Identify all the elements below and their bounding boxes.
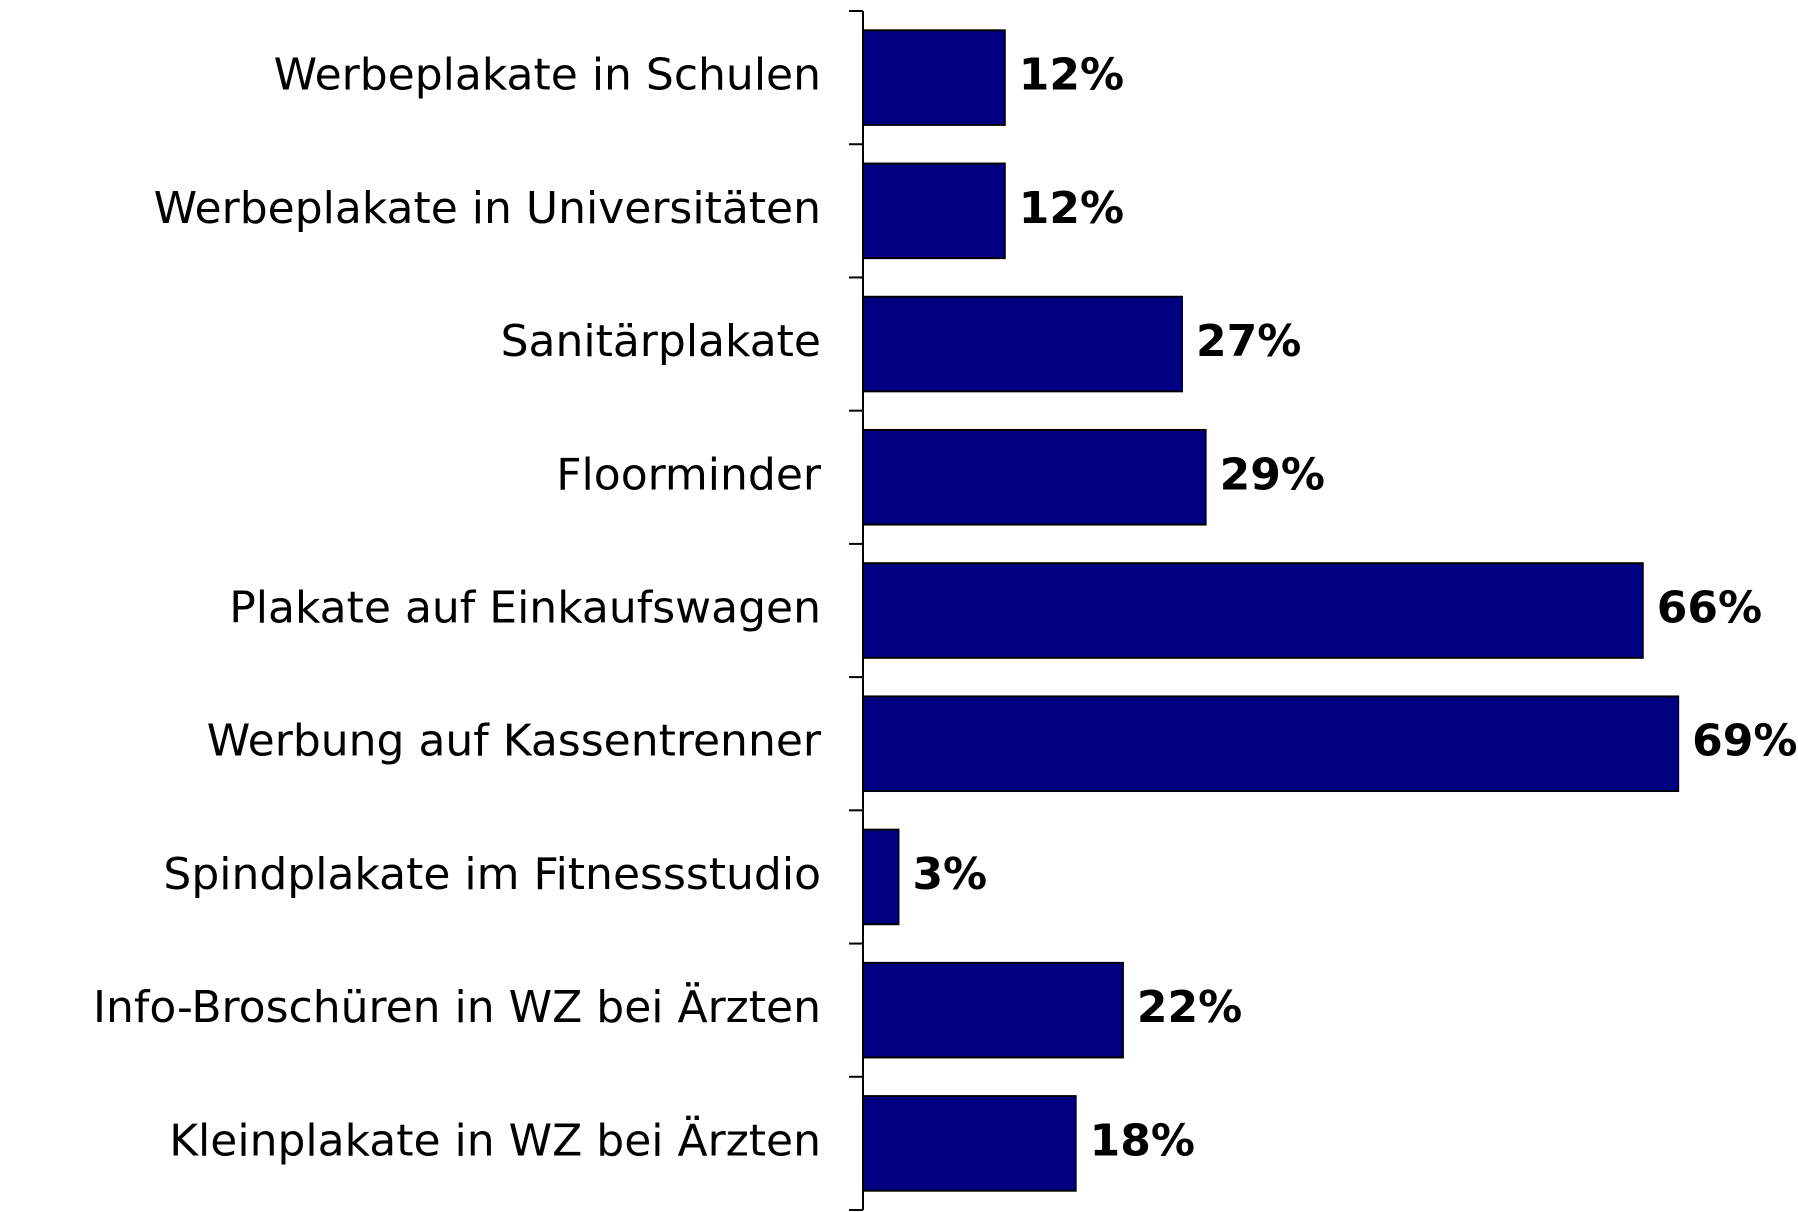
- category-label: Kleinplakate in WZ bei Ärzten: [169, 1114, 821, 1166]
- category-label: Werbeplakate in Universitäten: [154, 183, 821, 234]
- bar: [862, 562, 1644, 659]
- category-label: Werbung auf Kassentrenner: [207, 716, 822, 767]
- category-label: Plakate auf Einkaufswagen: [229, 583, 821, 634]
- value-label: 3%: [912, 849, 987, 900]
- bar: [862, 828, 900, 926]
- bar: [862, 695, 1680, 793]
- category-label: Info-Broschüren in WZ bei Ärzten: [93, 981, 821, 1033]
- value-label: 18%: [1090, 1115, 1195, 1166]
- value-label: 12%: [1019, 183, 1124, 234]
- bar: [862, 961, 1124, 1059]
- bar: [862, 428, 1207, 526]
- category-label: Sanitärplakate: [501, 316, 821, 367]
- bar: [862, 162, 1006, 260]
- category-label: Floorminder: [556, 449, 822, 500]
- value-label: 22%: [1137, 982, 1242, 1033]
- value-label: 69%: [1692, 716, 1797, 767]
- bar: [862, 29, 1006, 126]
- bar: [862, 1095, 1077, 1192]
- value-label: 12%: [1019, 50, 1124, 101]
- bar: [862, 295, 1183, 393]
- value-label: 27%: [1196, 316, 1301, 367]
- category-label: Spindplakate im Fitnessstudio: [163, 849, 821, 900]
- category-label: Werbeplakate in Schulen: [274, 50, 821, 101]
- value-label: 29%: [1220, 449, 1325, 500]
- value-label: 66%: [1657, 583, 1762, 634]
